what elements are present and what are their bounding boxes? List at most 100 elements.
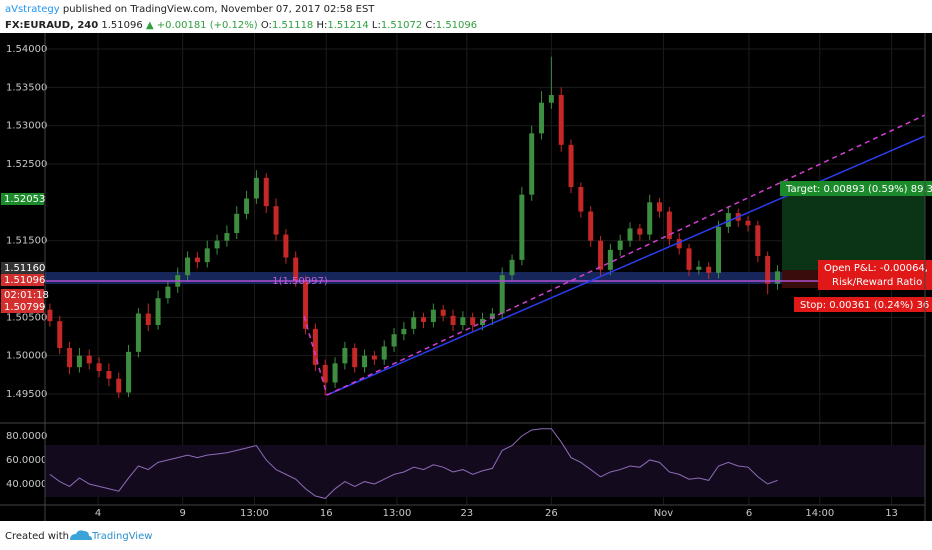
candle-body: [539, 102, 545, 134]
y-tick-label: 1.50000: [6, 351, 47, 362]
symbol: FX:EURAUD, 240: [5, 20, 98, 31]
candle-body: [519, 194, 525, 260]
symbol-line: FX:EURAUD, 240 1.51096 ▲ +0.00181 (+0.12…: [5, 20, 477, 31]
candle-body: [430, 309, 436, 322]
author[interactable]: aVstrategy: [5, 4, 60, 15]
candle-body: [460, 317, 466, 326]
candle-body: [676, 239, 682, 249]
candle-body: [765, 256, 771, 284]
candle-body: [706, 266, 712, 273]
price-badge-label: 1.52053: [4, 194, 45, 205]
candle-body: [352, 348, 358, 368]
y-tick-label: 40.0000: [6, 479, 47, 490]
candle-body: [224, 233, 230, 241]
candle-body: [57, 321, 63, 349]
y-tick-label: 1.52500: [6, 159, 47, 170]
candle-body: [342, 348, 348, 364]
candle-body: [578, 187, 584, 212]
candle-body: [47, 309, 53, 322]
candle-body: [529, 133, 535, 195]
candle-body: [362, 355, 368, 368]
last: 1.51096: [101, 20, 142, 31]
price-badge-label: 1.51160: [4, 263, 45, 274]
candle-body: [607, 249, 613, 270]
x-tick-label: 14:00: [805, 508, 834, 519]
h-label: H:: [316, 20, 327, 31]
x-tick-label: Nov: [654, 508, 674, 519]
y-tick-label: 60.0000: [6, 455, 47, 466]
price-badge-label: 1.51096: [4, 275, 45, 286]
candle-body: [716, 226, 722, 273]
candle-body: [135, 313, 141, 352]
trendline: [326, 135, 926, 396]
y-tick-label: 1.50500: [6, 312, 47, 323]
x-tick-label: 23: [460, 508, 473, 519]
candle-body: [185, 257, 191, 276]
candle-body: [637, 228, 643, 235]
ratio-label: Risk/Reward Ratio: [832, 277, 922, 288]
o-value: 1.51118: [272, 20, 313, 31]
candle-body: [303, 280, 309, 329]
stop-label: Stop: 0.00361 (0.24%) 36: [800, 300, 929, 311]
candle-body: [322, 364, 328, 383]
candle-body: [440, 309, 446, 316]
candle-body: [450, 315, 456, 326]
candle-body: [568, 144, 574, 188]
candle-body: [391, 334, 397, 347]
x-tick-label: 26: [545, 508, 558, 519]
candle-body: [657, 202, 663, 212]
candle-body: [499, 275, 505, 314]
x-tick-label: 13: [885, 508, 898, 519]
price-badge: [1, 289, 44, 301]
stop-tag: [794, 297, 932, 312]
y-tick-label: 80.0000: [6, 431, 47, 442]
swing-line: [303, 315, 328, 396]
published: published on TradingView.com, November 0…: [63, 4, 375, 15]
candle-body: [617, 240, 623, 250]
rsi-line: [49, 428, 778, 499]
l-label: L:: [372, 20, 381, 31]
candle-body: [627, 228, 633, 241]
x-tick-label: 4: [95, 508, 101, 519]
target-label: Target: 0.00893 (0.59%) 89.3: [785, 184, 932, 195]
candle-body: [725, 213, 731, 227]
candle-body: [155, 298, 161, 326]
target-tag: [780, 181, 932, 196]
x-tick-label: 13:00: [240, 508, 269, 519]
c-value: 1.51096: [436, 20, 477, 31]
brand[interactable]: TradingView: [91, 531, 152, 542]
candle-body: [548, 95, 554, 103]
candle-body: [165, 286, 171, 299]
x-tick-label: 16: [320, 508, 333, 519]
candle-body: [686, 248, 692, 270]
rsi-band-fill: [45, 445, 925, 497]
candle-body: [293, 257, 299, 281]
pnl-label: Open P&L: -0.00064,: [824, 263, 928, 274]
y-tick-label: 1.54000: [6, 44, 47, 55]
candle-body: [234, 213, 240, 234]
candle-body: [194, 257, 200, 263]
target-zone: [782, 185, 925, 270]
candle-body: [696, 266, 702, 270]
y-tick-label: 1.49500: [6, 389, 47, 400]
c-label: C:: [425, 20, 435, 31]
x-tick-label: 13:00: [383, 508, 412, 519]
candle-body: [214, 240, 220, 249]
candle-body: [116, 378, 122, 393]
candle-body: [126, 351, 132, 393]
candle-body: [86, 355, 92, 364]
candle-body: [263, 177, 269, 207]
marks: [47, 56, 781, 499]
candle-body: [312, 328, 318, 365]
candle-body: [775, 271, 781, 284]
candle-body: [755, 225, 761, 257]
candle-body: [558, 95, 564, 145]
candle-body: [509, 259, 515, 276]
x-tick-label: 9: [179, 508, 185, 519]
price-badge: [1, 301, 44, 313]
x-tick-label: 6: [746, 508, 752, 519]
price-badge-label: 02:01:18: [4, 290, 49, 301]
y-tick-label: 1.53000: [6, 121, 47, 132]
candle-body: [588, 211, 594, 241]
